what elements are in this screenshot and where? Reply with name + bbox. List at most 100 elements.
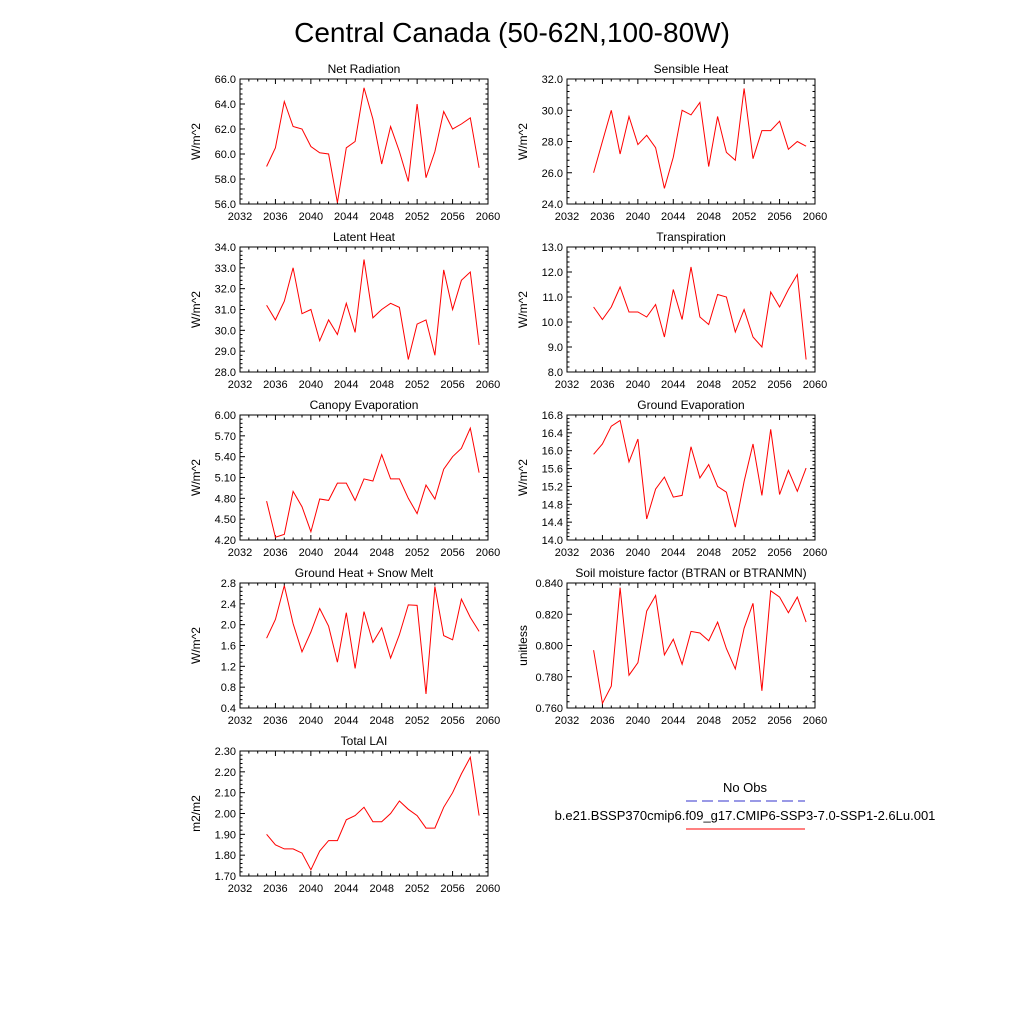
chart-panel: Total LAI m2/m2 2032 2036 2040 2044 2048 2052 20… [189,734,500,895]
plot-frame [566,246,816,373]
y-axis-label: unitless [516,625,530,666]
x-tick-label: 2048 [369,379,393,391]
y-tick-label: 0.8 [221,682,236,694]
y-tick-label: 15.6 [542,464,563,476]
chart-panel: Transpiration W/m^2 2032 2036 2040 2044 2048 20… [516,230,827,391]
x-tick-label: 2044 [661,715,685,727]
y-tick-label: 5.10 [215,473,236,485]
x-tick-label: 2052 [732,379,756,391]
x-tick-label: 2032 [228,715,252,727]
x-tick-label: 2032 [555,547,579,559]
y-tick-label: 58.0 [215,174,236,186]
y-tick-label: 0.800 [535,641,563,653]
x-tick-label: 2056 [767,547,791,559]
x-tick-label: 2036 [590,547,614,559]
chart-panel: Ground Heat + Snow Melt W/m^2 2032 2036 2040… [189,566,500,727]
y-tick-label: 13.0 [542,242,563,254]
y-tick-label: 4.20 [215,535,236,547]
y-tick-label: 6.00 [215,410,236,422]
y-tick-label: 28.0 [542,137,563,149]
y-axis-label: m2/m2 [189,795,203,832]
x-tick-label: 2060 [476,883,500,895]
y-tick-label: 0.840 [535,578,563,590]
x-tick-label: 2048 [696,211,720,223]
y-tick-label: 15.2 [542,481,563,493]
x-tick-label: 2040 [626,379,650,391]
plot-frame [566,582,816,709]
x-tick-label: 2036 [590,379,614,391]
series-line [266,585,480,694]
y-tick-label: 1.6 [221,641,236,653]
y-tick-label: 16.0 [542,446,563,458]
x-tick-label: 2044 [661,211,685,223]
y-axis-label: W/m^2 [516,123,530,160]
x-tick-label: 2052 [732,211,756,223]
x-tick-label: 2032 [228,379,252,391]
y-tick-label: 12.0 [542,267,563,279]
y-tick-label: 2.30 [215,746,236,758]
series-line [593,88,807,189]
chart-panel: Canopy Evaporation W/m^2 2032 2036 2040 2044 2… [189,398,500,559]
legend-label-obs: No Obs [723,780,768,795]
y-tick-label: 30.0 [542,105,563,117]
series-line [593,266,807,360]
x-tick-label: 2048 [369,883,393,895]
x-tick-label: 2044 [334,715,358,727]
x-tick-label: 2060 [803,715,827,727]
legend: No Obs b.e21.BSSP370cmip6.f09_g17.CMIP6-… [555,780,936,830]
x-tick-label: 2060 [803,211,827,223]
y-axis-label: W/m^2 [189,291,203,328]
legend-label-model: b.e21.BSSP370cmip6.f09_g17.CMIP6-SSP3-7.… [555,808,936,823]
figure-title: Central Canada (50-62N,100-80W) [294,17,730,48]
y-tick-label: 14.8 [542,499,563,511]
plot-frame [566,78,816,205]
plot-frame [566,414,816,541]
x-tick-label: 2036 [263,211,287,223]
x-tick-label: 2032 [228,547,252,559]
y-axis-label: W/m^2 [189,627,203,664]
x-tick-label: 2044 [334,547,358,559]
y-tick-label: 0.4 [221,703,236,715]
x-tick-label: 2036 [590,211,614,223]
y-tick-label: 66.0 [215,74,236,86]
x-tick-label: 2048 [696,547,720,559]
y-tick-label: 29.0 [215,346,236,358]
y-tick-label: 11.0 [542,292,563,304]
panels: Net Radiation W/m^2 2032 2036 2040 2044 2048 20… [189,62,827,895]
panel-title: Canopy Evaporation [310,398,419,412]
x-tick-label: 2044 [661,547,685,559]
x-tick-label: 2056 [440,883,464,895]
x-tick-label: 2040 [299,547,323,559]
y-tick-label: 0.820 [535,609,563,621]
series-line [266,87,480,203]
plot-frame [239,414,489,541]
chart-panel: Soil moisture factor (BTRAN or BTRANMN) u… [516,566,827,727]
y-tick-label: 62.0 [215,124,236,136]
x-tick-label: 2032 [228,883,252,895]
y-axis-label: W/m^2 [516,459,530,496]
series-line [266,259,480,360]
y-tick-label: 32.0 [542,74,563,86]
x-tick-label: 2048 [369,547,393,559]
series-line [593,587,807,705]
x-tick-label: 2056 [440,379,464,391]
x-tick-label: 2052 [405,715,429,727]
x-tick-label: 2048 [696,715,720,727]
x-tick-label: 2052 [405,379,429,391]
y-tick-label: 32.0 [215,284,236,296]
x-tick-label: 2040 [626,211,650,223]
x-tick-label: 2056 [767,715,791,727]
y-tick-label: 9.0 [548,342,563,354]
x-tick-label: 2052 [405,211,429,223]
chart-panel: Latent Heat W/m^2 2032 2036 2040 2044 2048 2052… [189,230,500,391]
y-tick-label: 0.780 [535,672,563,684]
panel-title: Net Radiation [328,62,401,76]
x-tick-label: 2056 [440,547,464,559]
y-tick-label: 33.0 [215,263,236,275]
y-tick-label: 5.70 [215,431,236,443]
x-tick-label: 2060 [476,211,500,223]
x-tick-label: 2036 [263,715,287,727]
y-tick-label: 8.0 [548,367,563,379]
x-tick-label: 2040 [626,547,650,559]
